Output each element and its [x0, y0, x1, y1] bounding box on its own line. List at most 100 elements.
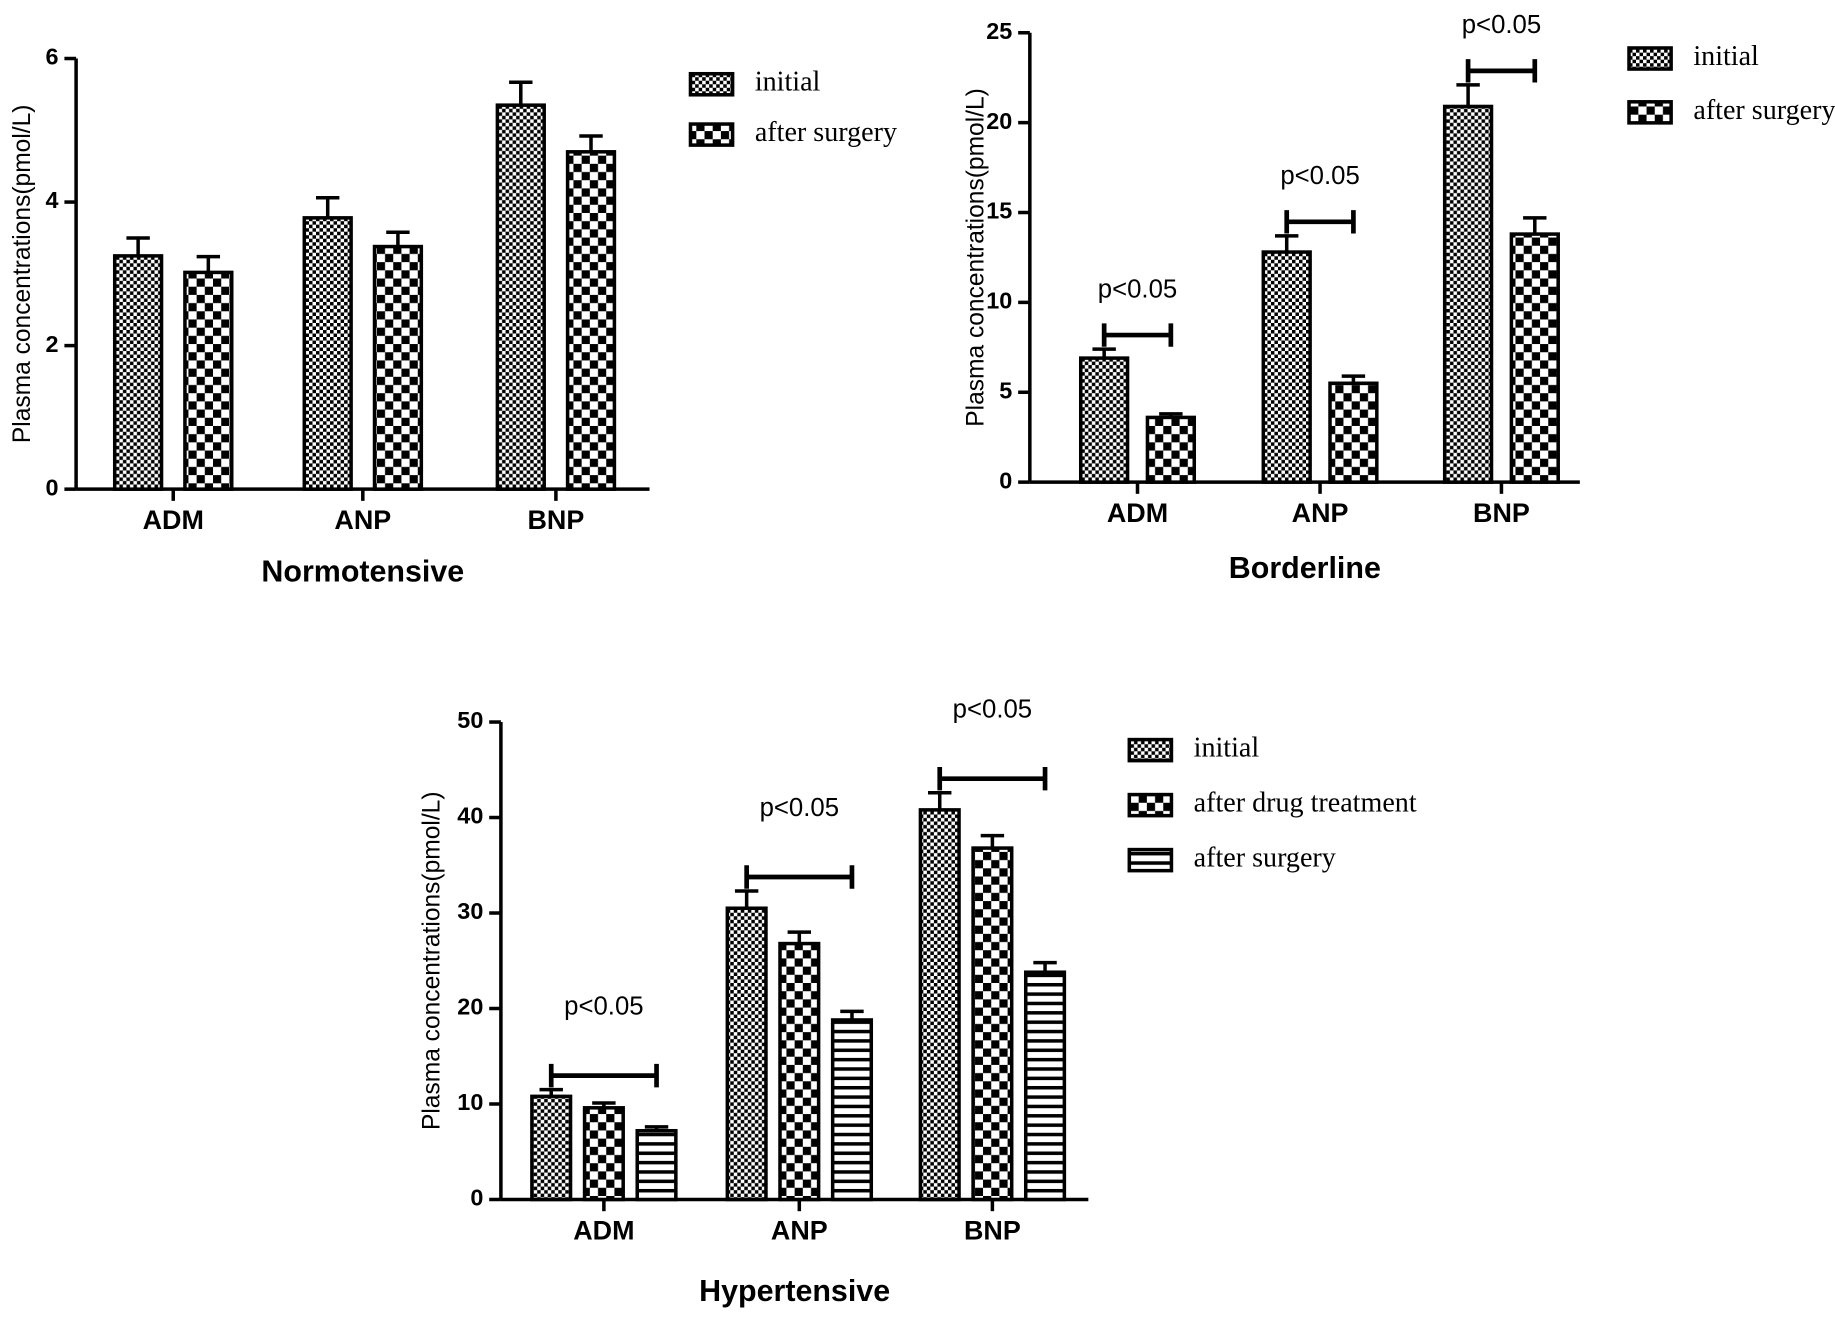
legend-label: initial	[1693, 41, 1759, 72]
error-bar	[734, 889, 759, 909]
legend-swatch	[1127, 847, 1174, 873]
error-bar	[386, 230, 410, 247]
significance-bracket	[937, 766, 1048, 791]
error-bar	[1275, 234, 1299, 253]
error-bar	[787, 930, 812, 944]
error-bar	[316, 195, 340, 218]
significance-bracket	[548, 1063, 659, 1088]
bar	[1145, 415, 1197, 484]
error-bar	[592, 1101, 616, 1108]
x-axis-title: Borderline	[1229, 551, 1381, 585]
legend-swatch	[1127, 737, 1174, 763]
x-tick-label: BNP	[527, 505, 584, 535]
legend-label: after drug treatment	[1194, 788, 1417, 819]
bar	[635, 1128, 678, 1202]
y-tick-label: 4	[46, 187, 59, 213]
y-tick-label: 20	[457, 994, 483, 1020]
y-axis-title: Plasma concentrations(pmol/L)	[9, 105, 36, 444]
x-tick-label: ADM	[573, 1215, 634, 1245]
y-tick-label: 6	[46, 44, 59, 70]
significance-bracket	[1101, 323, 1174, 347]
y-axis-title: Plasma concentrations(pmol/L)	[963, 88, 990, 427]
bar	[372, 244, 424, 491]
y-tick-label: 2	[46, 331, 59, 357]
legend-label: initial	[755, 67, 821, 98]
bar	[302, 216, 353, 491]
legend-label: after surgery	[1693, 95, 1835, 126]
error-bar	[1033, 960, 1057, 973]
y-tick-label: 40	[457, 803, 483, 829]
error-bar	[1456, 83, 1480, 107]
x-axis-title: Hypertensive	[699, 1274, 890, 1308]
significance-bracket	[744, 865, 855, 889]
x-tick-label: ANP	[1292, 498, 1349, 528]
bar	[582, 1106, 625, 1202]
legend-swatch	[1627, 100, 1673, 125]
error-bar	[579, 134, 603, 152]
bar	[1078, 356, 1130, 484]
bar	[183, 270, 234, 491]
y-tick-label: 25	[986, 18, 1012, 44]
error-bar	[1341, 374, 1366, 384]
y-tick-label: 20	[986, 108, 1012, 134]
error-bar	[539, 1087, 563, 1097]
y-tick-label: 0	[46, 474, 59, 500]
x-tick-label: ANP	[334, 505, 391, 535]
error-bar	[509, 80, 533, 106]
bar	[918, 808, 961, 1202]
legend-label: initial	[1194, 733, 1260, 764]
legend-swatch	[688, 122, 735, 147]
legend-swatch	[688, 71, 735, 97]
annotation: p<0.05	[1462, 11, 1541, 39]
bar	[971, 846, 1014, 1202]
bar	[565, 150, 617, 491]
error-bar	[644, 1125, 669, 1131]
bar	[830, 1018, 874, 1202]
y-tick-label: 10	[986, 288, 1012, 314]
error-bar	[980, 833, 1005, 849]
x-tick-label: ADM	[143, 505, 204, 535]
annotation: p<0.05	[1098, 275, 1177, 303]
y-tick-label: 5	[999, 377, 1012, 403]
bar	[1261, 250, 1312, 484]
x-tick-label: ANP	[771, 1215, 828, 1245]
error-bar	[1523, 216, 1547, 235]
y-tick-label: 50	[457, 707, 483, 733]
legend-label: after surgery	[1194, 843, 1336, 874]
bar	[725, 906, 768, 1202]
y-tick-label: 30	[457, 898, 483, 924]
bar	[1509, 232, 1560, 484]
legend-swatch	[1627, 46, 1673, 71]
y-tick-label: 0	[470, 1185, 483, 1211]
error-bar	[1092, 347, 1116, 359]
significance-bracket	[1284, 210, 1356, 234]
significance-bracket	[1465, 59, 1538, 83]
legend-swatch	[1127, 792, 1174, 818]
error-bar	[126, 236, 150, 256]
x-axis-title: Normotensive	[261, 554, 464, 588]
annotation: p<0.05	[1280, 162, 1359, 190]
x-tick-label: BNP	[964, 1215, 1021, 1245]
bar	[1023, 970, 1067, 1202]
y-tick-label: 10	[457, 1089, 483, 1115]
y-tick-label: 15	[986, 198, 1012, 224]
bar	[530, 1094, 573, 1202]
annotation: p<0.05	[953, 696, 1032, 724]
bar	[112, 254, 164, 491]
bar	[1442, 104, 1494, 484]
x-tick-label: BNP	[1473, 498, 1530, 528]
error-bar	[1159, 412, 1183, 418]
annotation: p<0.05	[760, 794, 839, 822]
bar	[1328, 381, 1379, 484]
x-tick-label: ADM	[1107, 498, 1168, 528]
bar	[495, 103, 546, 491]
bar	[778, 941, 821, 1202]
error-bar	[196, 254, 221, 273]
y-axis-title: Plasma concentrations(pmol/L)	[419, 791, 446, 1130]
legend-label: after surgery	[755, 117, 897, 148]
error-bar	[928, 790, 952, 810]
error-bar	[840, 1009, 864, 1020]
annotation: p<0.05	[564, 993, 643, 1021]
